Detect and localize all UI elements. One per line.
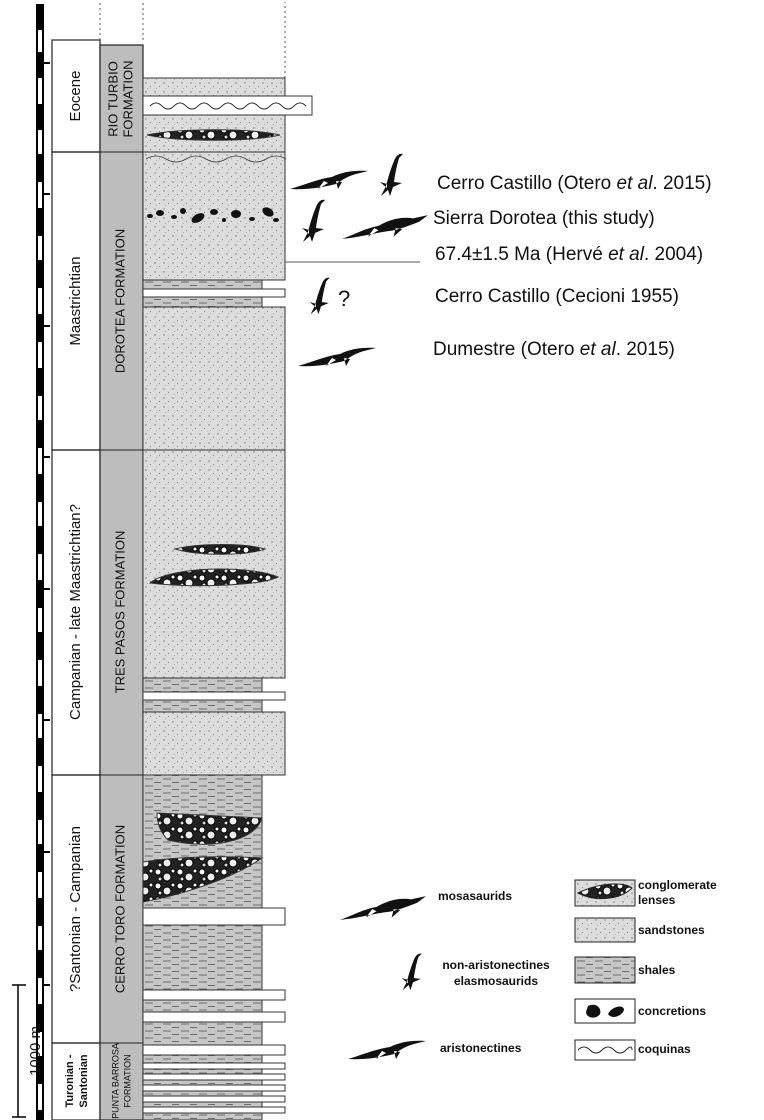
formation-label: FORMATION xyxy=(122,1054,132,1107)
age-label: Santonian xyxy=(78,1054,90,1107)
age-label: Maastrichtian xyxy=(67,256,84,345)
legend-label: conglomerate xyxy=(638,878,717,892)
legend-label: non-aristonectines xyxy=(442,958,550,972)
occurrence-icons xyxy=(290,154,428,366)
legend-label: shales xyxy=(638,963,676,977)
fauna-legend: mosasaurids non-aristonectines elasmosau… xyxy=(340,889,550,1059)
legend-label: concretions xyxy=(638,1004,706,1018)
ruler xyxy=(36,4,50,1120)
occurrence-label: Cerro Castillo (Otero et al. 2015) xyxy=(437,173,712,194)
occurrence-label: 67.4±1.5 Ma (Hervé et al. 2004) xyxy=(435,244,703,265)
legend-label: coquinas xyxy=(638,1042,691,1056)
lithology-legend: conglomerate lenses sandstones shales co… xyxy=(575,878,717,1060)
age-label: Turonian - xyxy=(64,1054,76,1107)
age-label: Campanian - late Maastrichtian? xyxy=(67,504,84,720)
legend-label: lenses xyxy=(638,893,676,907)
occurrence-label: Dumestre (Otero et al. 2015) xyxy=(433,339,675,360)
legend-label: sandstones xyxy=(638,923,705,937)
occurrence-labels: Cerro Castillo (Otero et al. 2015) Sierr… xyxy=(433,173,712,360)
age-column: Eocene Maastrichtian Campanian - late Ma… xyxy=(52,40,100,1120)
occurrence-label: Sierra Dorotea (this study) xyxy=(433,208,655,229)
formation-label: CERRO TORO FORMATION xyxy=(112,825,127,993)
scale-label: 1000 m xyxy=(27,1026,44,1076)
formation-label: RIO TURBIO xyxy=(105,61,120,137)
formation-label: DOROTEA FORMATION xyxy=(112,229,127,373)
formation-label: TRES PASOS FORMATION xyxy=(112,531,127,694)
occurrence-label: Cerro Castillo (Cecioni 1955) xyxy=(435,286,679,307)
lithology-column xyxy=(143,78,312,1120)
legend-label: aristonectines xyxy=(440,1041,522,1055)
stratigraphic-column: 1000 m Eocene Maastrichtian Campanian - … xyxy=(0,0,764,1120)
age-label: ?Santonian - Campanian xyxy=(67,826,84,992)
formation-label: PUNTA BARROSA xyxy=(110,1043,120,1119)
uncertain-mark: ? xyxy=(338,286,350,311)
formation-label: FORMATION xyxy=(120,60,135,137)
legend-label: mosasaurids xyxy=(438,889,512,903)
legend-label: elasmosaurids xyxy=(454,974,538,988)
formation-column: RIO TURBIO FORMATION DOROTEA FORMATION T… xyxy=(100,45,143,1120)
age-label: Eocene xyxy=(67,71,84,122)
